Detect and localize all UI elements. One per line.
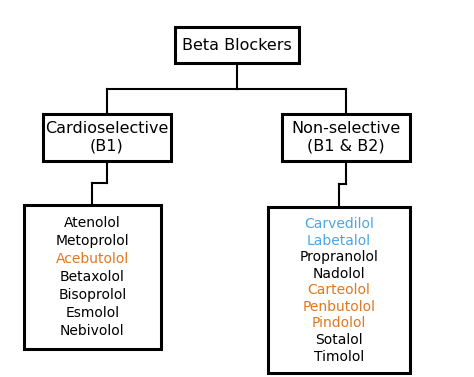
Text: Non-selective
(B1 & B2): Non-selective (B1 & B2): [292, 121, 401, 154]
Text: Beta Blockers: Beta Blockers: [182, 38, 292, 53]
Text: Sotalol: Sotalol: [315, 333, 363, 347]
Text: Propranolol: Propranolol: [300, 250, 378, 264]
Text: Pindolol: Pindolol: [312, 316, 366, 331]
Text: Cardioselective
(B1): Cardioselective (B1): [45, 121, 168, 154]
Text: Carvedilol: Carvedilol: [304, 217, 374, 231]
FancyBboxPatch shape: [24, 205, 161, 349]
Text: Penbutolol: Penbutolol: [302, 300, 375, 314]
FancyBboxPatch shape: [282, 114, 410, 161]
FancyBboxPatch shape: [175, 28, 299, 63]
Text: Nadolol: Nadolol: [312, 267, 365, 281]
Text: Timolol: Timolol: [314, 349, 364, 364]
Text: Esmolol: Esmolol: [65, 306, 119, 320]
Text: Atenolol: Atenolol: [64, 216, 121, 230]
FancyBboxPatch shape: [268, 207, 410, 373]
FancyBboxPatch shape: [43, 114, 171, 161]
Text: Acebutolol: Acebutolol: [56, 252, 129, 266]
Text: Bisoprolol: Bisoprolol: [58, 288, 127, 302]
Text: Metoprolol: Metoprolol: [55, 234, 129, 248]
Text: Betaxolol: Betaxolol: [60, 270, 125, 284]
Text: Labetalol: Labetalol: [307, 233, 371, 248]
Text: Nebivolol: Nebivolol: [60, 324, 125, 338]
Text: Carteolol: Carteolol: [308, 283, 370, 297]
